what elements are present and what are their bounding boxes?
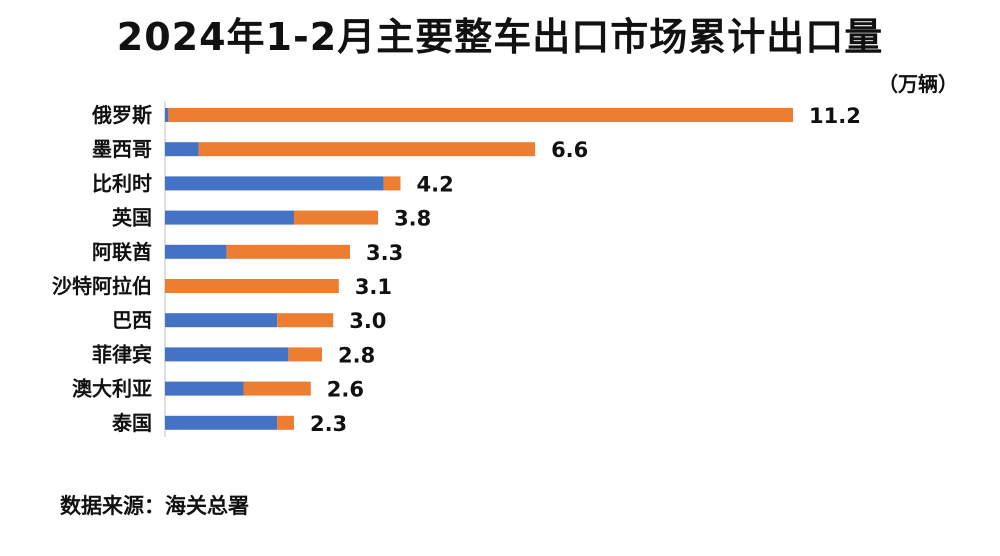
bar-segment-orange	[165, 279, 339, 293]
bar-segment-blue	[165, 176, 384, 191]
data-label: 3.3	[366, 241, 403, 265]
category-label: 阿联酋	[92, 240, 152, 264]
bar-segment-orange	[277, 313, 334, 328]
bar-segment-blue	[165, 210, 294, 225]
data-label: 4.2	[417, 172, 454, 196]
data-label: 6.6	[551, 138, 588, 162]
bar-segment-blue	[165, 244, 227, 259]
bar-segment-orange	[383, 176, 401, 191]
bar-segment-orange	[277, 415, 294, 430]
data-label: 3.0	[349, 309, 386, 333]
category-label: 巴西	[112, 308, 152, 332]
data-label: 2.6	[327, 378, 364, 402]
category-label: 英国	[112, 206, 152, 230]
data-source: 数据来源：海关总署	[60, 494, 249, 518]
bar-segment-blue	[165, 313, 278, 328]
category-label: 比利时	[92, 171, 152, 195]
data-label: 11.2	[809, 104, 861, 128]
data-label: 2.8	[338, 343, 375, 367]
bar-segment-blue	[165, 108, 169, 122]
category-label: 沙特阿拉伯	[52, 274, 152, 298]
bar-segment-orange	[198, 142, 536, 157]
bar-segment-orange	[293, 210, 379, 225]
data-label: 3.1	[355, 275, 392, 299]
bar-segment-orange	[168, 108, 794, 122]
bar-segment-blue	[165, 415, 278, 430]
bar-segment-blue	[165, 381, 244, 396]
unit-label: （万辆）	[878, 72, 958, 96]
bar-segment-blue	[165, 347, 289, 362]
category-label: 俄罗斯	[91, 103, 152, 127]
bar-segment-orange	[243, 381, 311, 396]
chart-title: 2024年1-2月主要整车出口市场累计出口量	[116, 15, 884, 59]
bar-segment-orange	[226, 244, 351, 259]
category-label: 泰国	[111, 411, 152, 435]
category-label: 澳大利亚	[72, 377, 152, 401]
bar-segment-orange	[288, 347, 322, 362]
data-label: 2.3	[310, 412, 347, 436]
data-label: 3.8	[394, 207, 431, 231]
category-label: 墨西哥	[92, 137, 152, 161]
bar-segment-blue	[165, 142, 199, 157]
category-label: 菲律宾	[92, 342, 152, 366]
